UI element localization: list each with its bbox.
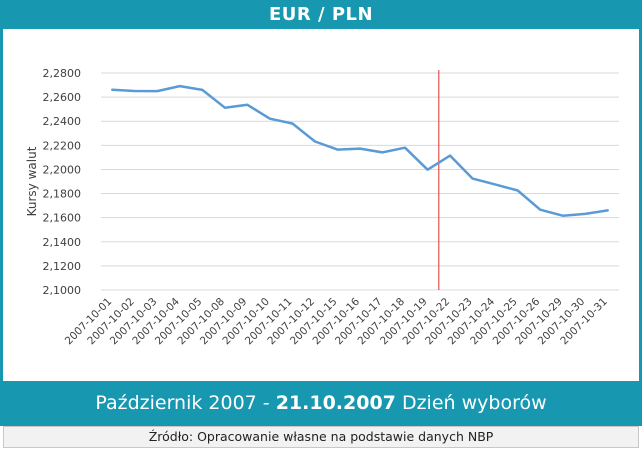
plot-area: 2,1000 2,1200 2,1400 2,1600 2,1800 2,2000 2,22…	[0, 29, 642, 381]
caption-bar: Październik 2007 - 21.10.2007 Dzień wybo…	[0, 381, 642, 426]
y-tick-label: 2,1000	[43, 284, 82, 297]
y-tick-label: 2,1400	[43, 236, 82, 249]
chart-title: EUR / PLN	[0, 0, 642, 29]
y-axis-title: Kursy walut	[25, 146, 39, 216]
y-tick-label: 2,2400	[43, 115, 82, 128]
y-tick-label: 2,2600	[43, 91, 82, 104]
y-tick-label: 2,1800	[43, 188, 82, 201]
y-tick-label: 2,1600	[43, 212, 82, 225]
caption-prefix: Październik 2007 -	[95, 392, 276, 414]
y-tick-label: 2,2200	[43, 139, 82, 152]
caption-date: 21.10.2007	[275, 392, 396, 414]
y-tick-label: 2,1200	[43, 260, 82, 273]
caption-suffix: Dzień wyborów	[395, 392, 547, 414]
source-note: Źródło: Opracowanie własne na podstawie …	[3, 426, 639, 448]
line-chart: 2,1000 2,1200 2,1400 2,1600 2,1800 2,2000 2,22…	[25, 67, 619, 347]
y-tick-label: 2,2000	[43, 163, 82, 176]
y-tick-label: 2,2800	[43, 67, 82, 80]
series-line	[111, 84, 609, 217]
